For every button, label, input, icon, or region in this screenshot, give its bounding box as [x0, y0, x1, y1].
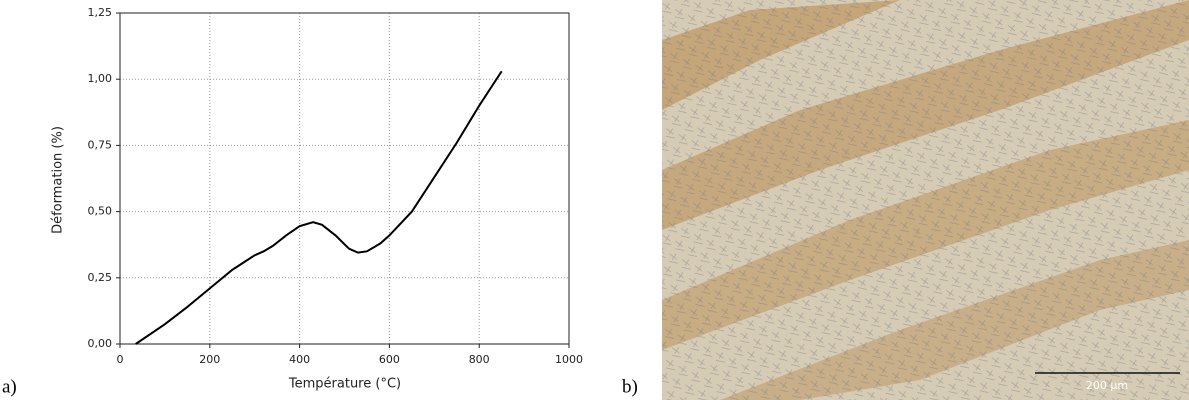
scale-bar-label: 200 µm: [1086, 379, 1128, 392]
y-axis-title: Déformation (%): [51, 126, 66, 234]
x-tick-label: 600: [379, 353, 400, 366]
panel-label: b): [622, 376, 638, 397]
y-tick-label: 0,00: [88, 337, 113, 350]
y-tick-label: 0,75: [88, 138, 113, 151]
plot-frame: [119, 12, 570, 345]
y-tick-label: 1,00: [88, 72, 113, 85]
x-tick-label: 400: [289, 353, 310, 366]
y-tick-label: 0,25: [88, 271, 113, 284]
micrograph: 200 µm: [662, 0, 1189, 400]
texture: [662, 0, 1189, 400]
x-tick-label: 0: [117, 353, 124, 366]
x-tick-label: 1000: [555, 353, 583, 366]
y-tick-label: 0,50: [88, 205, 113, 218]
x-tick-label: 800: [469, 353, 490, 366]
x-tick-label: 200: [199, 353, 220, 366]
x-axis-title: Température (°C): [288, 377, 401, 392]
panel-label: a): [2, 376, 17, 397]
line: [135, 70, 503, 345]
y-tick-label: 1,25: [88, 6, 113, 19]
plot: 0,00 0,25 0,50 0,75 1,00 1,25 0 200 400 600 800 100…: [88, 6, 584, 366]
